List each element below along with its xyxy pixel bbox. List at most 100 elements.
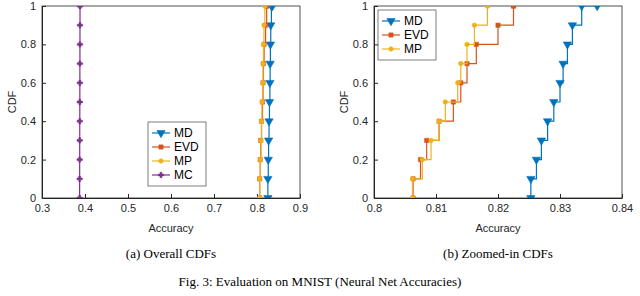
tick-mark [374, 198, 378, 199]
legend-label: MP [174, 154, 192, 168]
tick: 0.7 [207, 194, 222, 214]
marker [550, 100, 558, 107]
plot-frame [42, 6, 300, 198]
tick-mark [42, 44, 46, 45]
tick-mark [42, 160, 46, 161]
tick-label: 0.6 [21, 77, 36, 89]
legend-entry: MP [382, 42, 422, 56]
marker [77, 23, 82, 28]
tick-mark [214, 194, 215, 198]
tick: 0.81 [426, 194, 447, 214]
tick-mark [498, 194, 499, 198]
tick: 1 [362, 0, 378, 12]
marker [537, 138, 545, 145]
marker [459, 61, 464, 66]
legend-label: EVD [174, 140, 199, 154]
tick-mark [171, 194, 172, 198]
marker [77, 157, 82, 162]
legend-marker [389, 33, 393, 37]
marker [465, 42, 470, 47]
y-axis: 00.20.40.60.81 [21, 0, 46, 204]
tick-label: 0.7 [207, 202, 222, 214]
tick: 0 [30, 192, 46, 204]
marker [261, 81, 266, 86]
marker [485, 6, 490, 8]
tick-label: 0 [30, 192, 36, 204]
tick-label: 0.9 [293, 202, 308, 214]
tick: 0.9 [293, 194, 308, 214]
figure: 0.30.40.50.60.70.80.900.20.40.60.81Accur… [0, 0, 640, 296]
marker [265, 100, 273, 107]
marker [527, 176, 535, 183]
marker [262, 23, 267, 28]
tick: 0.82 [488, 194, 509, 214]
axis-line [375, 198, 623, 199]
marker [496, 23, 500, 27]
marker [77, 138, 82, 143]
axis-line [43, 198, 301, 199]
tick: 0.6 [21, 77, 46, 89]
marker [411, 177, 415, 181]
marker [543, 119, 551, 126]
cdf-line [260, 6, 265, 198]
legend-box [378, 10, 436, 60]
tick-label: 0.4 [78, 202, 93, 214]
tick-mark [374, 160, 378, 161]
marker [261, 61, 265, 65]
marker [437, 119, 441, 123]
tick-label: 0.2 [353, 154, 368, 166]
cdf-line [531, 6, 597, 198]
marker [410, 196, 415, 198]
tick-label: 0.4 [21, 115, 36, 127]
marker [268, 6, 276, 11]
legend: MDEVDMPMC [148, 122, 206, 186]
marker [77, 42, 82, 47]
tick-mark [85, 194, 86, 198]
marker [264, 138, 272, 145]
marker [425, 138, 429, 142]
marker [258, 196, 262, 198]
legend-box [148, 122, 206, 186]
tick-label: 0.82 [488, 202, 509, 214]
marker [568, 23, 576, 30]
legend-entry: EVD [152, 140, 199, 154]
subfigure-caption: (b) Zoomed-in CDFs [443, 246, 553, 261]
marker [455, 81, 460, 86]
x-axis-title: Accuracy [475, 222, 521, 234]
marker [258, 177, 262, 181]
marker [578, 6, 586, 11]
marker [511, 6, 515, 8]
tick-mark [622, 194, 623, 198]
tick-label: 1 [30, 0, 36, 12]
tick-label: 0.8 [367, 202, 382, 214]
tick-mark [300, 194, 301, 198]
tick-mark [374, 6, 378, 7]
tick-label: 0.81 [426, 202, 447, 214]
legend-label: MC [174, 168, 193, 182]
marker [443, 100, 448, 105]
tick-mark [42, 121, 46, 122]
marker [266, 61, 274, 68]
legend-label: EVD [404, 28, 429, 42]
marker [472, 23, 477, 28]
marker [258, 157, 263, 162]
legend-marker [389, 47, 394, 52]
marker [266, 42, 274, 49]
tick-label: 0.3 [35, 202, 50, 214]
marker [261, 42, 266, 47]
tick-mark [128, 194, 129, 198]
legend-entry: MD [382, 14, 423, 28]
tick-label: 1 [362, 0, 368, 12]
tick-mark [374, 83, 378, 84]
tick-label: 0.8 [21, 38, 36, 50]
marker [261, 81, 265, 85]
marker [511, 6, 515, 8]
marker [77, 6, 82, 9]
tick-label: 0.83 [550, 202, 571, 214]
tick: 0.4 [78, 194, 93, 214]
tick-mark [42, 198, 46, 199]
tick: 0.8 [353, 38, 378, 50]
tick: 0.6 [164, 194, 179, 214]
tick: 0.4 [353, 115, 378, 127]
tick-mark [42, 83, 46, 84]
